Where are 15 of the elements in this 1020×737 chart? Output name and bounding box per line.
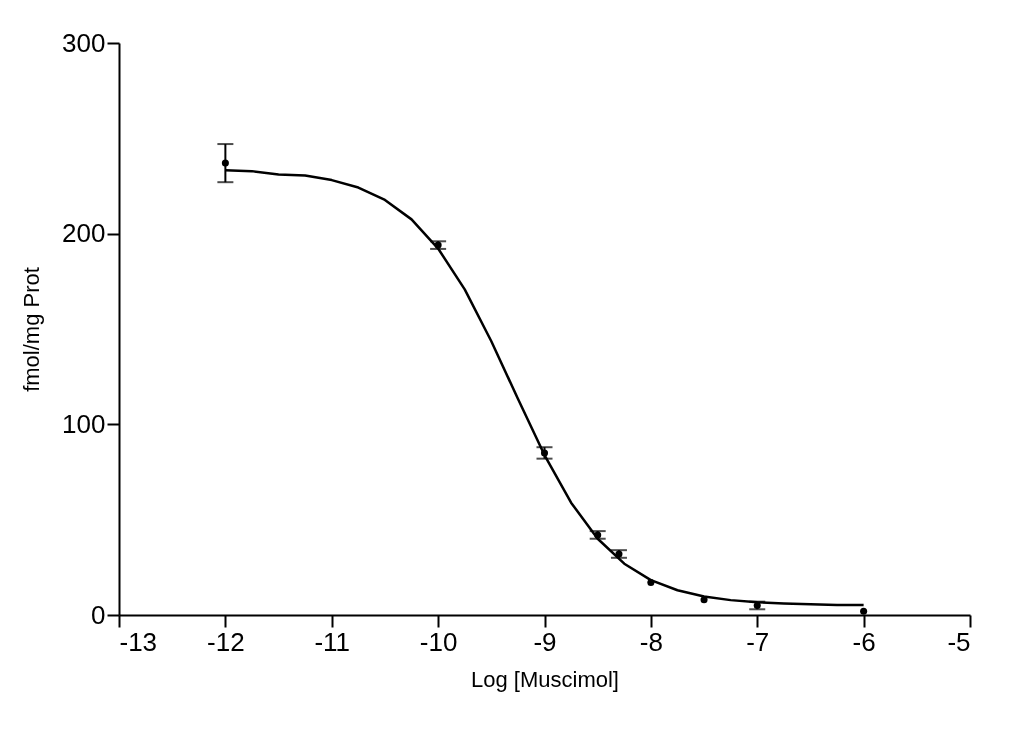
x-axis-title: Log [Muscimol]	[471, 666, 619, 692]
y-tick-label: 100	[62, 408, 106, 439]
x-tick-label: -7	[746, 626, 770, 657]
x-tick-label: -5	[947, 626, 971, 657]
x-tick-label: -9	[533, 626, 557, 657]
x-tick-label: -13	[119, 626, 158, 657]
x-tick-label: -10	[419, 626, 458, 657]
y-tick-label: 200	[62, 218, 106, 249]
x-tick-label: -12	[207, 626, 245, 657]
y-tick-label: 300	[62, 27, 106, 58]
y-tick-label: 0	[91, 599, 106, 630]
x-tick-label: -11	[314, 626, 351, 657]
x-tick-label: -8	[639, 626, 663, 657]
y-axis-title: fmol/mg Prot	[19, 267, 45, 392]
x-tick-label: -6	[852, 626, 876, 657]
